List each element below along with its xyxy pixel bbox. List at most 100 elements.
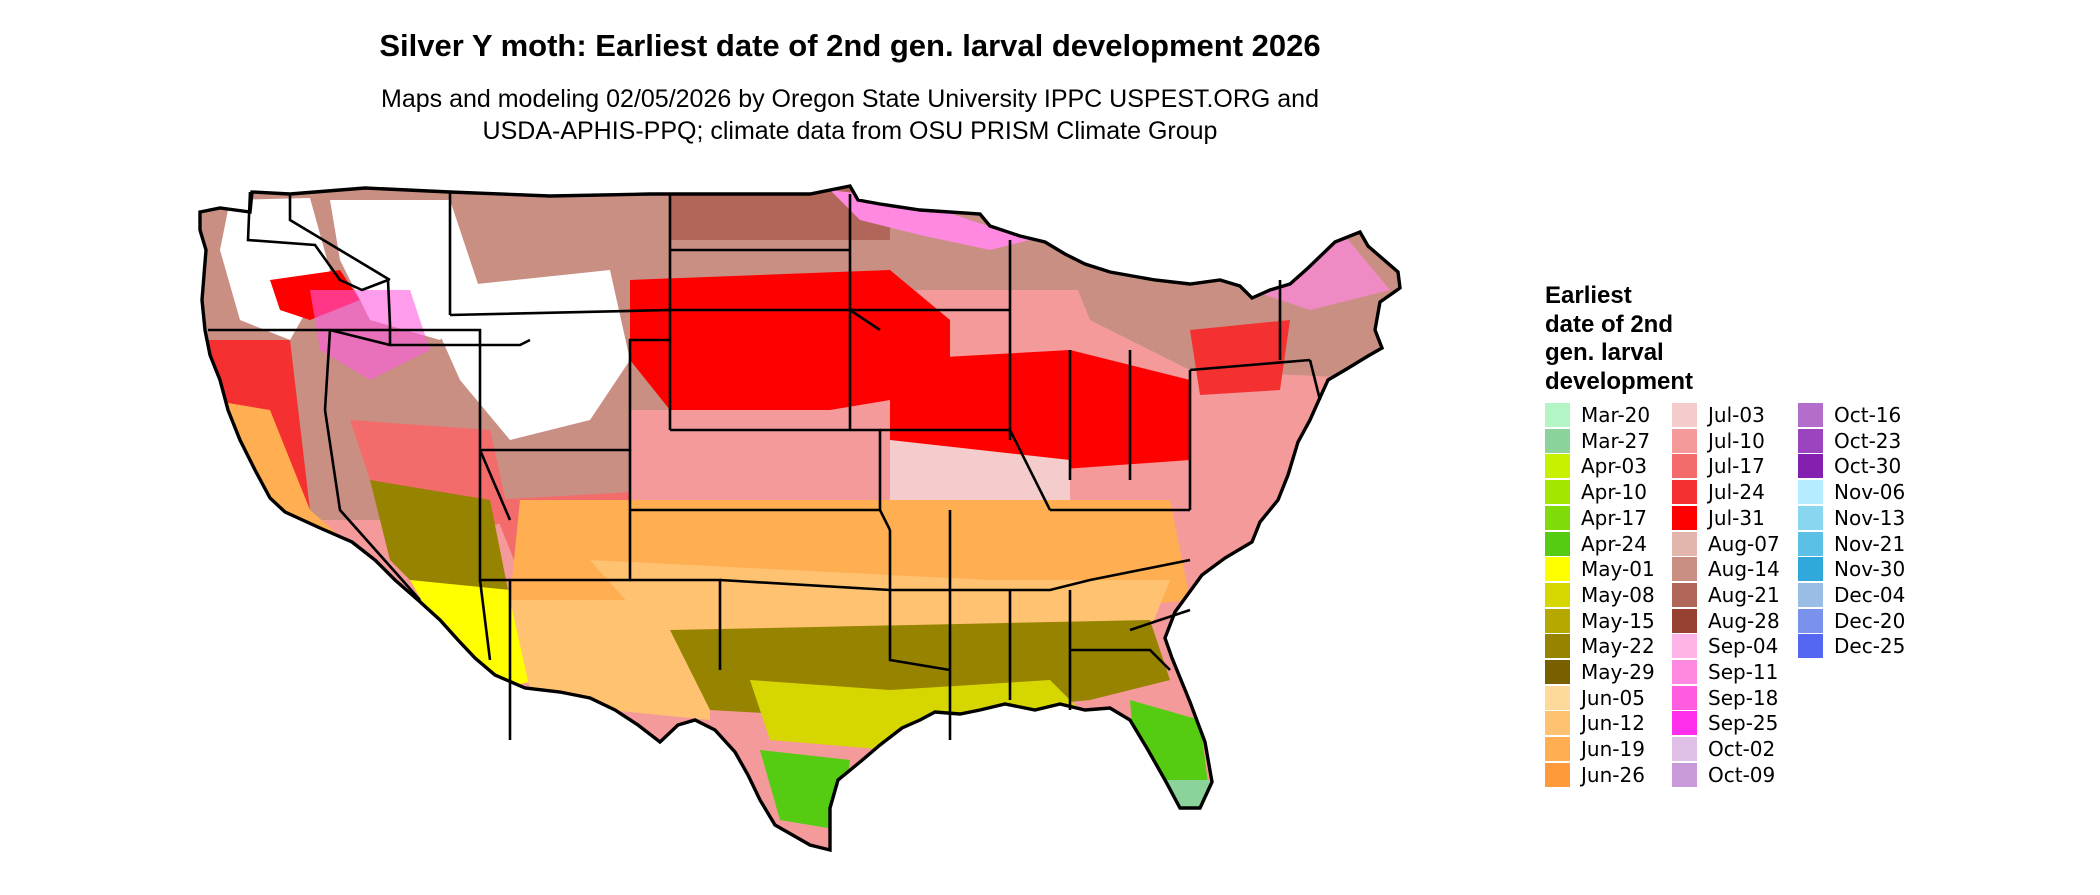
zone-south-texas-green [760, 750, 850, 830]
zone-mojave-olive [370, 480, 510, 610]
legend-swatch [1672, 737, 1697, 762]
zone-midwest-red [890, 350, 1190, 470]
zone-kansas-pink [630, 410, 890, 500]
legend-swatch [1545, 608, 1570, 633]
legend-label: Oct-09 [1708, 762, 1776, 787]
legend-label: Sep-18 [1708, 685, 1779, 710]
legend-label: Nov-30 [1834, 557, 1906, 582]
map-title: Silver Y moth: Earliest date of 2nd gen.… [379, 28, 1321, 63]
legend-label: Dec-25 [1834, 634, 1906, 659]
legend-swatch [1672, 531, 1697, 556]
legend-label: Jul-31 [1708, 505, 1765, 530]
legend-swatch [1545, 582, 1570, 607]
state-borders [208, 191, 1322, 740]
legend-label: Dec-20 [1834, 608, 1906, 633]
border-mo-north [880, 428, 1052, 511]
legend-swatch [1545, 711, 1570, 736]
legend-label: Oct-23 [1834, 428, 1902, 453]
legend-swatch [1545, 762, 1570, 787]
legend-label: Aug-14 [1708, 557, 1780, 582]
legend-swatch [1798, 557, 1823, 582]
legend-swatch [1672, 403, 1697, 427]
legend-label: Sep-25 [1708, 711, 1779, 736]
zone-plains-red [630, 270, 950, 410]
border-az-utah [478, 579, 492, 661]
legend-swatch [1672, 428, 1697, 453]
legend-label: Oct-16 [1834, 403, 1902, 427]
legend-swatch [1672, 711, 1697, 736]
legend-label: Jul-10 [1708, 428, 1765, 453]
legend-swatch [1545, 531, 1570, 556]
zone-new-england-red [1190, 320, 1290, 395]
legend-label: Apr-17 [1581, 505, 1647, 530]
legend-title-line-4: development [1545, 367, 1694, 395]
zone-florida-keys-mint [1150, 780, 1210, 820]
legend-swatch [1545, 403, 1570, 427]
legend-label: Jul-03 [1708, 403, 1765, 427]
legend-swatch [1545, 737, 1570, 762]
legend-swatch [1545, 480, 1570, 505]
legend-label: Jun-12 [1581, 711, 1645, 736]
border-ok-tx [719, 578, 891, 592]
legend-label: Apr-24 [1581, 531, 1647, 556]
legend-label: Apr-10 [1581, 480, 1647, 505]
legend-swatch [1545, 428, 1570, 453]
border-ny-pa [1189, 358, 1311, 372]
border-utah-west [330, 328, 512, 521]
legend-swatch [1672, 634, 1697, 659]
legend-label: May-22 [1581, 634, 1655, 659]
legend-swatch [1545, 660, 1570, 684]
legend-label: May-01 [1581, 557, 1655, 582]
legend-label: Mar-27 [1581, 428, 1651, 453]
border-northwest [246, 191, 531, 347]
legend-label: May-15 [1581, 608, 1655, 633]
legend-label: Sep-04 [1708, 634, 1779, 659]
legend-swatch [1672, 685, 1697, 710]
zone-arizona-yellow [410, 580, 540, 690]
legend-title-line-1: Earliest [1545, 282, 1632, 309]
legend-swatch [1798, 582, 1823, 607]
legend-label: Oct-02 [1708, 737, 1776, 762]
legend-label: Jun-05 [1581, 685, 1645, 710]
legend-swatch [1672, 762, 1697, 787]
legend-swatch [1672, 582, 1697, 607]
border-ct-ri [1308, 359, 1322, 401]
border-tn-nc [1089, 558, 1191, 582]
legend-swatch [1672, 505, 1697, 530]
legend-label: Nov-06 [1834, 480, 1906, 505]
border-nevada [323, 329, 421, 601]
legend-swatch [1798, 480, 1823, 505]
us-phenology-map [198, 184, 1402, 852]
legend-swatch [1545, 454, 1570, 479]
legend-label: Jun-26 [1581, 762, 1645, 787]
legend-label: Mar-20 [1581, 403, 1651, 427]
legend-swatch [1672, 660, 1697, 684]
legend-swatch [1798, 428, 1823, 453]
legend-label: Apr-03 [1581, 454, 1647, 479]
legend-label: Jul-17 [1708, 454, 1765, 479]
legend-swatch [1798, 634, 1823, 659]
legend-label: Sep-11 [1708, 660, 1779, 684]
border-ks-ok [630, 508, 892, 531]
map-subtitle-line-1: Maps and modeling 02/05/2026 by Oregon S… [381, 85, 1319, 113]
legend-label: Nov-21 [1834, 531, 1906, 556]
border-ga-fl [1070, 648, 1171, 671]
legend-swatch [1798, 505, 1823, 530]
zone-gulf-yellow [750, 680, 1090, 750]
border-colorado-south [478, 450, 632, 582]
legend-label: Oct-30 [1834, 454, 1902, 479]
map-subtitle-line-2: USDA-APHIS-PPQ; climate data from OSU PR… [482, 117, 1218, 145]
legend-label: Aug-07 [1708, 531, 1780, 556]
legend-label: Nov-13 [1834, 505, 1906, 530]
legend-label: Jul-24 [1708, 480, 1765, 505]
border-sc-ga [1129, 608, 1191, 632]
zone-idaho-pink [310, 290, 430, 380]
border-ar-tn [890, 578, 1091, 592]
legend-label: May-08 [1581, 582, 1655, 607]
legend-title-line-2: date of 2nd [1545, 310, 1674, 338]
legend-swatch [1545, 557, 1570, 582]
legend-swatch [1798, 403, 1823, 427]
legend-title-line-3: gen. larval [1545, 339, 1664, 366]
legend-swatch [1798, 454, 1823, 479]
border-ar-west [888, 530, 951, 672]
